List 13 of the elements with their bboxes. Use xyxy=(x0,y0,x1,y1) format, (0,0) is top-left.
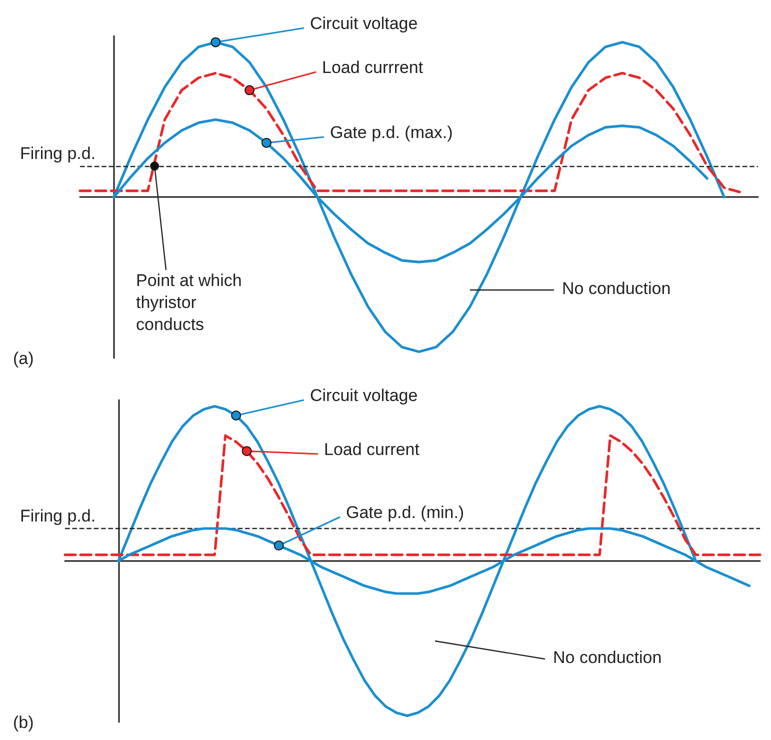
text: Circuit voltage xyxy=(310,385,418,407)
annotation: No conduction xyxy=(562,278,672,300)
legend-label: Gate p.d. (max.) xyxy=(330,122,453,144)
text: Circuit voltage xyxy=(310,13,418,35)
legend-label: Load current xyxy=(324,439,420,461)
annotation: No conduction xyxy=(553,647,663,669)
ref-line-label: Firing p.d. xyxy=(20,144,96,164)
text: Load currrent xyxy=(322,57,424,79)
text: Gate p.d. (min.) xyxy=(346,502,464,524)
annotation: Point at which thyristor conducts xyxy=(136,270,243,336)
text: (a) xyxy=(13,349,34,368)
ref-line-label: Firing p.d. xyxy=(20,506,96,526)
text: (b) xyxy=(13,713,34,732)
